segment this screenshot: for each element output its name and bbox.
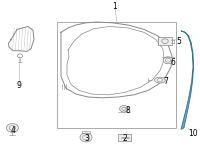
Text: 3: 3 <box>85 134 89 143</box>
Circle shape <box>120 106 128 112</box>
Text: 5: 5 <box>177 37 181 46</box>
Circle shape <box>80 133 92 142</box>
FancyBboxPatch shape <box>158 37 172 45</box>
Circle shape <box>6 123 18 132</box>
Polygon shape <box>181 31 194 129</box>
Text: 8: 8 <box>126 106 130 116</box>
Text: 1: 1 <box>113 2 117 11</box>
Text: 10: 10 <box>188 128 198 138</box>
Ellipse shape <box>154 77 166 83</box>
Text: 6: 6 <box>171 58 175 67</box>
FancyBboxPatch shape <box>118 134 131 141</box>
Circle shape <box>163 57 173 64</box>
Text: 4: 4 <box>11 126 15 135</box>
Text: 7: 7 <box>164 77 168 86</box>
Text: 9: 9 <box>17 81 21 91</box>
Text: 2: 2 <box>123 134 127 143</box>
Bar <box>57 22 176 128</box>
